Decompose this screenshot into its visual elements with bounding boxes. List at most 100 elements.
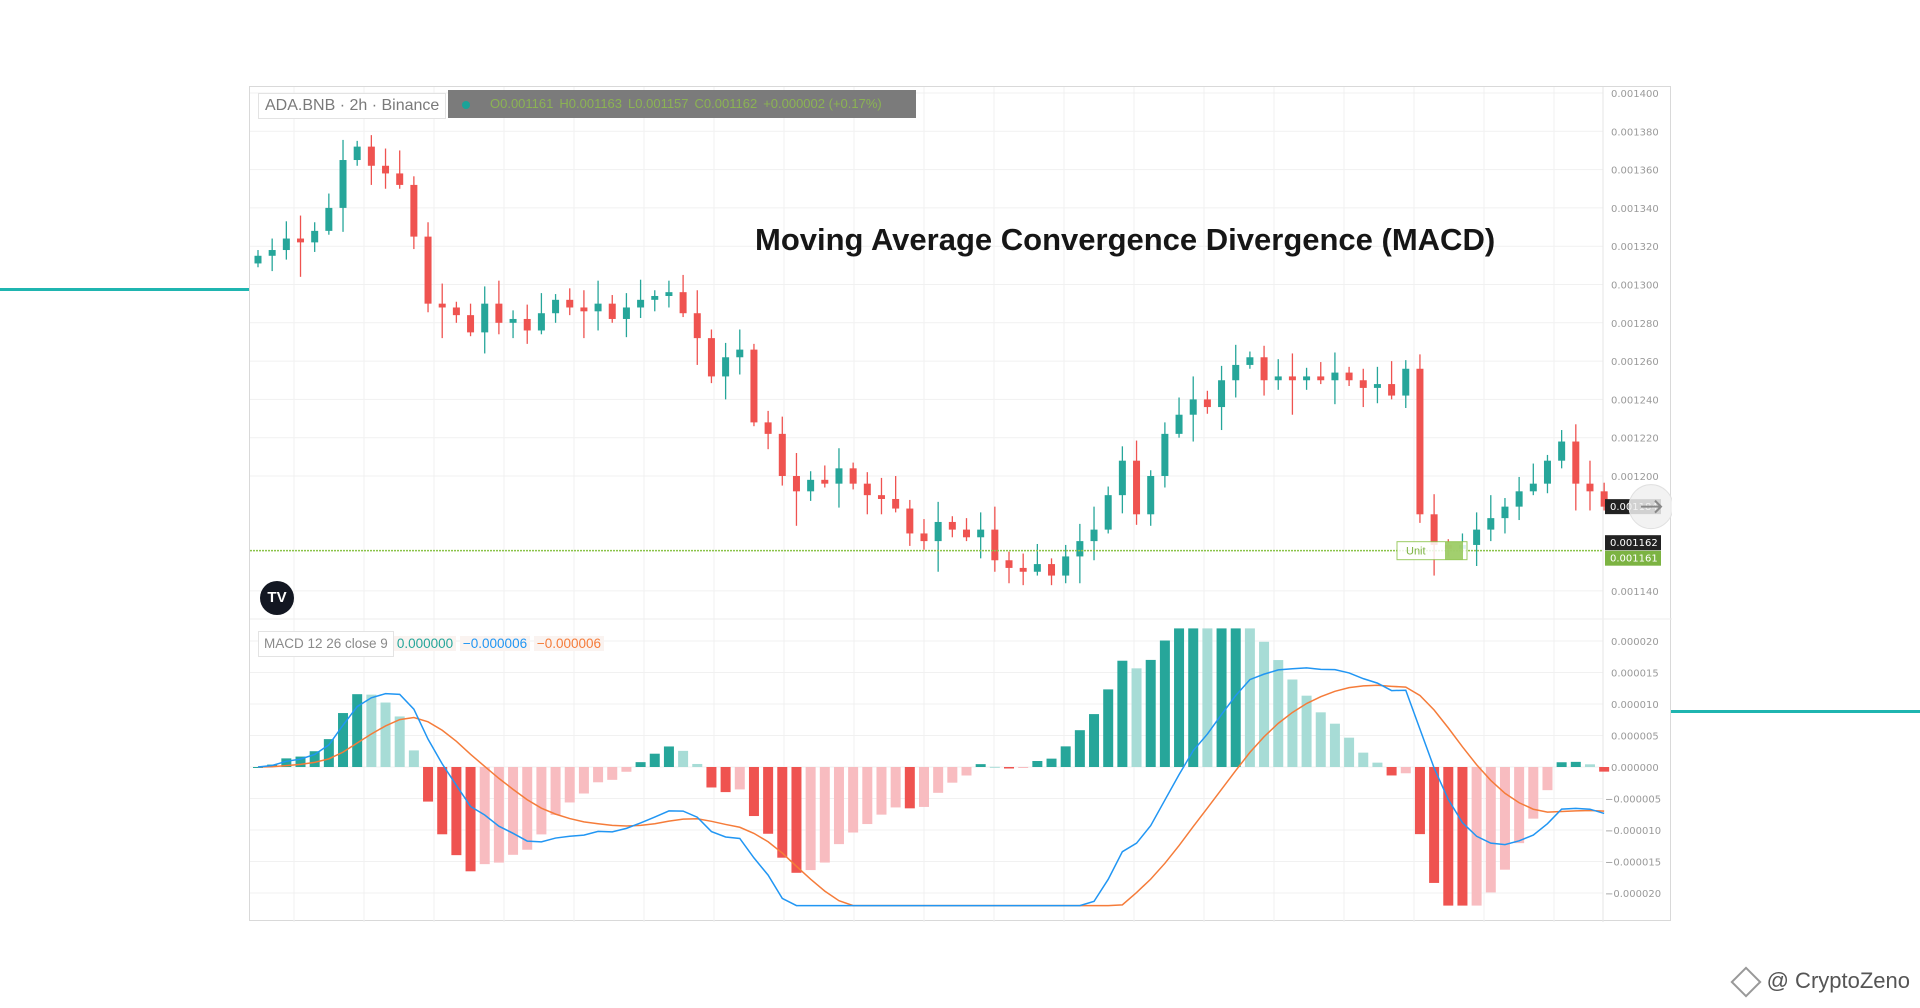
macd-histogram-bar [791, 767, 802, 873]
candle-body [1373, 384, 1381, 388]
macd-histogram-bar [593, 767, 604, 783]
tradingview-logo[interactable]: TV [260, 581, 294, 615]
candle [1203, 390, 1211, 414]
candle [452, 301, 460, 323]
candle [268, 238, 276, 272]
macd-histogram-bar [564, 767, 575, 803]
trading-chart[interactable]: 0.001400 0.001380 0.001360 0.001340 0.001320… [249, 86, 1672, 922]
candle [863, 472, 871, 515]
candle [1317, 362, 1325, 385]
macd-histogram-bar [833, 767, 844, 845]
macd-histogram-bar [1259, 641, 1270, 767]
macd-histogram-bar [1499, 767, 1510, 870]
price-axis-tick: 0.001300 [1611, 281, 1659, 292]
candle-body [1118, 460, 1126, 496]
macd-axis-tick: 0.000005 [1611, 732, 1659, 743]
macd-histogram-bar [1060, 746, 1071, 767]
candle [1543, 454, 1551, 494]
candle-body [1303, 376, 1311, 381]
ohlc-high: H0.001163 [559, 96, 623, 111]
price-axis-tick: 0.001200 [1611, 472, 1659, 483]
price-axis-tick: 0.001240 [1611, 395, 1659, 406]
candle [778, 416, 786, 486]
candle [467, 303, 475, 337]
macd-histogram-bar [947, 767, 958, 783]
candle [906, 499, 914, 546]
ohlc-close: C0.001162 [694, 96, 758, 111]
candle-body [1076, 541, 1084, 557]
ohlc-open: O0.001161 [490, 96, 554, 111]
macd-axis-tick: 0.000020 [1611, 637, 1659, 648]
macd-axis-tick: −0.000015 [1605, 858, 1661, 869]
candle-body [481, 303, 489, 333]
candle-body [1232, 364, 1240, 381]
price-axis-tick: 0.001220 [1611, 434, 1659, 445]
candle [424, 222, 432, 313]
macd-histogram-bar [918, 767, 929, 807]
ohlc-low: L0.001157 [628, 96, 689, 111]
price-axis-tick: 0.001380 [1611, 127, 1659, 138]
macd-histogram-bar [423, 767, 434, 802]
chart-canvas[interactable]: 0.001400 0.001380 0.001360 0.001340 0.001320… [250, 87, 1672, 922]
symbol-legend[interactable]: ADA.BNB · 2h · Binance [258, 93, 447, 119]
candle [622, 293, 630, 338]
candle-body [1062, 556, 1070, 576]
candle-body [1104, 495, 1112, 530]
candle-body [665, 292, 673, 296]
candle [736, 329, 744, 375]
candle-body [537, 313, 545, 331]
candle [750, 343, 758, 427]
macd-histogram-bar [904, 767, 915, 809]
unit-tag[interactable]: Unit [1396, 541, 1468, 561]
candle-body [367, 146, 375, 166]
candle [764, 410, 772, 450]
candle [1416, 354, 1424, 523]
candle [1218, 365, 1226, 431]
candle [410, 176, 418, 250]
macd-histogram-bar [1202, 628, 1213, 767]
macd-histogram-bar [1244, 628, 1255, 767]
macd-histogram-bar [1018, 767, 1029, 768]
unit-tag-value-box [1445, 541, 1463, 560]
macd-histogram-bar [536, 767, 547, 835]
candle [948, 516, 956, 538]
candle [977, 512, 985, 559]
candle-body [424, 236, 432, 304]
macd-axis-tick: 0.000010 [1611, 700, 1659, 711]
candle [1572, 424, 1580, 511]
macd-histogram-bar [777, 767, 788, 858]
macd-histogram-bar [508, 767, 519, 855]
candle [608, 295, 616, 323]
candle-body [1345, 372, 1353, 381]
candle-body [991, 529, 999, 561]
macd-histogram-bar [692, 763, 703, 767]
macd-histogram-bar [1159, 640, 1170, 767]
candle-body [1189, 399, 1197, 415]
macd-histogram-bar [493, 767, 504, 863]
macd-histogram-bar [1414, 767, 1425, 835]
candle [1133, 440, 1141, 525]
candle-body [410, 184, 418, 237]
macd-indicator-name[interactable]: MACD 12 26 close 9 [258, 631, 394, 657]
macd-histogram-bar [1174, 628, 1185, 767]
candle-body [906, 508, 914, 534]
macd-histogram-bar [1301, 695, 1312, 767]
candle-body [1600, 491, 1608, 507]
candle-body [594, 303, 602, 312]
candle-body [566, 299, 574, 308]
candle [1274, 359, 1282, 390]
macd-histogram-bar [635, 762, 646, 767]
last-price-label-bg [1605, 535, 1661, 551]
macd-histogram-bar [309, 751, 320, 767]
candle-body [792, 476, 800, 492]
candle-body [764, 422, 772, 434]
macd-histogram-bar [295, 756, 306, 767]
candle [679, 274, 687, 318]
candle [1033, 543, 1041, 576]
price-axis-tick: 0.001280 [1611, 319, 1659, 330]
macd-histogram-bar [706, 767, 717, 788]
candle [1487, 495, 1495, 542]
candle-body [821, 479, 829, 484]
macd-histogram-bar [933, 767, 944, 793]
candle [991, 506, 999, 572]
